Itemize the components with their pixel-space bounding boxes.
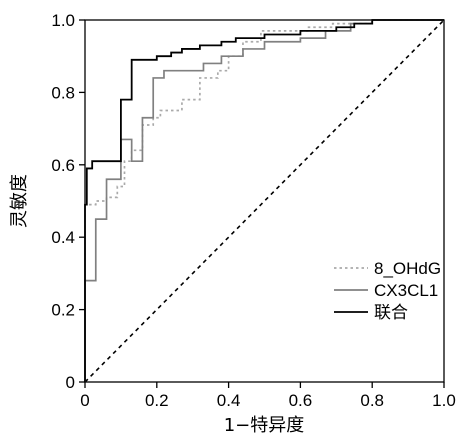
series-line-combined [84,19,444,382]
x-tick-label: 0.4 [217,391,241,410]
x-tick-label: 1.0 [432,391,456,410]
x-tick-label: 0.8 [360,391,384,410]
plot-frame [84,19,445,383]
y-tick-label: 1.0 [51,11,75,30]
plot-area [84,19,445,383]
legend-label-cx3cl1: CX3CL1 [374,281,438,300]
legend: 8_OHdG CX3CL1 联合 [334,259,441,322]
x-axis-title: 1−特异度 [224,415,305,436]
legend-label-8-ohdg: 8_OHdG [374,259,441,278]
x-axis: 0 0.2 0.4 0.6 0.8 1.0 [80,382,456,410]
y-tick-label: 0.2 [51,301,75,320]
series-line-cx3cl1 [84,19,444,382]
x-tick-label: 0 [80,391,89,410]
y-tick-label: 0.4 [51,228,75,247]
y-tick-label: 0.8 [51,83,75,102]
y-tick-label: 0.6 [51,156,75,175]
series-layer [84,19,444,382]
x-tick-label: 0.6 [289,391,313,410]
y-tick-label: 0 [66,373,75,392]
x-tick-label: 0.2 [145,391,169,410]
diagonal-reference-line [84,19,445,383]
y-axis-title: 灵敏度 [9,174,30,228]
y-axis: 0 0.2 0.4 0.6 0.8 1.0 [51,11,85,392]
legend-label-combined: 联合 [374,303,408,322]
